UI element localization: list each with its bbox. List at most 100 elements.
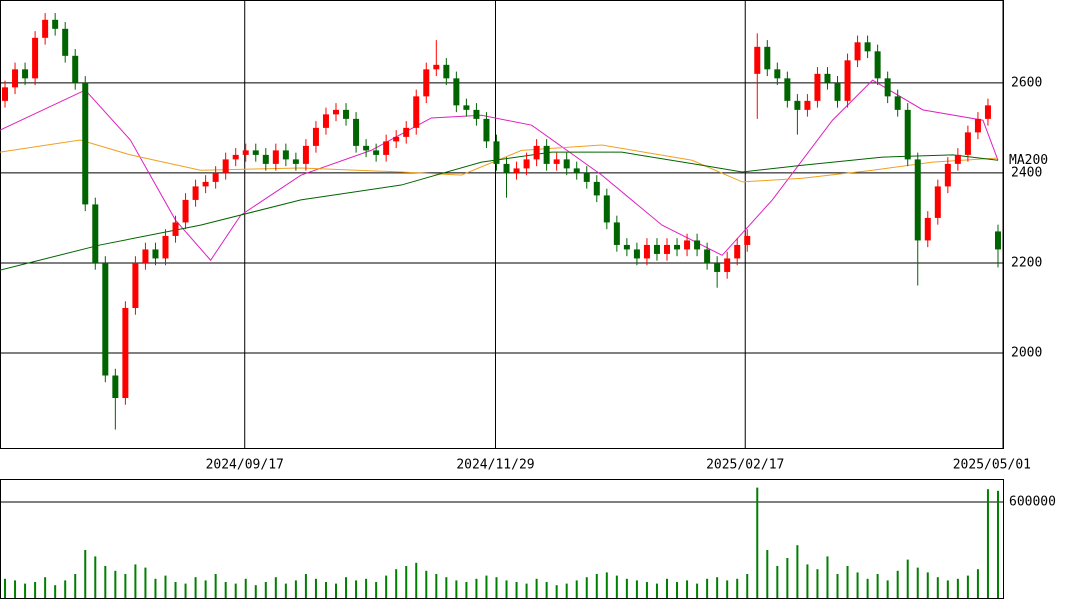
candle-body: [272, 150, 279, 164]
candle-body: [884, 78, 891, 97]
volume-bar: [906, 559, 909, 598]
y-tick-label: 2600: [1011, 75, 1042, 90]
candle-body: [202, 181, 209, 187]
candle-body: [984, 105, 991, 119]
candle-body: [82, 82, 89, 205]
volume-bar: [435, 574, 438, 598]
candle-body: [523, 159, 530, 169]
volume-bar: [104, 566, 107, 598]
candle-body: [974, 118, 981, 133]
candle-body: [924, 217, 931, 241]
volume-bar: [946, 580, 949, 598]
candle-body: [864, 42, 871, 52]
volume-bar: [84, 550, 87, 598]
candle-body: [22, 69, 29, 79]
volume-bar: [625, 578, 628, 598]
candle-body: [543, 145, 550, 164]
candle-body: [774, 69, 781, 79]
price-frame: [0, 0, 1004, 449]
volume-bar: [455, 580, 458, 598]
candle-body: [42, 19, 49, 38]
candle-body: [132, 262, 139, 308]
candle-body: [904, 109, 911, 160]
candle-body: [333, 109, 340, 115]
volume-bar: [645, 582, 648, 598]
moving-average: [0, 151, 999, 271]
y-tick-label: 2000: [1011, 345, 1042, 360]
candle-body: [934, 186, 941, 218]
volume-bar: [615, 575, 618, 598]
volume-bar: [254, 585, 257, 598]
volume-bar: [836, 574, 839, 598]
x-tick-label: 2025/02/17: [706, 458, 784, 473]
volume-bar: [846, 566, 849, 598]
candle-body: [553, 159, 560, 164]
volume-bar: [756, 487, 759, 598]
candle-body: [292, 159, 299, 164]
candle-body: [744, 235, 751, 245]
volume-bar: [44, 577, 47, 598]
candle-body: [122, 307, 129, 399]
volume-bar: [345, 577, 348, 598]
volume-bar: [405, 566, 408, 598]
volume-bar: [856, 572, 859, 598]
candle-body: [182, 199, 189, 223]
volume-bar: [194, 577, 197, 598]
candle-body: [102, 262, 109, 376]
candle-body: [944, 163, 951, 187]
moving-average: [0, 79, 999, 262]
candle-body: [212, 172, 219, 182]
candle-body: [252, 150, 259, 155]
candle-body: [804, 100, 811, 110]
volume-bar: [535, 578, 538, 598]
candle-body: [433, 64, 440, 70]
candle-body: [423, 69, 430, 97]
candle-body: [413, 96, 420, 128]
candle-body: [383, 141, 390, 155]
candle-body: [172, 222, 179, 236]
volume-bar: [264, 582, 267, 598]
volume-bar: [234, 583, 237, 598]
volume-bar: [14, 580, 17, 598]
candle-body: [714, 262, 721, 272]
candle-body: [573, 168, 580, 173]
candle-body: [493, 141, 500, 164]
volume-bar: [886, 580, 889, 598]
candle-body: [704, 249, 711, 263]
volume-bar: [164, 575, 167, 598]
volume-bar: [545, 582, 548, 598]
volume-bar: [324, 582, 327, 598]
candle-body: [343, 109, 350, 119]
volume-bar: [395, 569, 398, 598]
volume-bar: [525, 583, 528, 598]
volume-bar: [174, 582, 177, 598]
candle-body: [222, 159, 229, 173]
candle-body: [453, 78, 460, 106]
candle-body: [312, 127, 319, 146]
volume-bar: [335, 583, 338, 598]
candle-body: [373, 150, 380, 155]
volume-bar: [665, 578, 668, 598]
volume-bar: [996, 490, 999, 598]
volume-bar: [134, 564, 137, 598]
volume-bar: [926, 572, 929, 598]
volume-bar: [766, 550, 769, 598]
volume-bar: [204, 580, 207, 598]
volume-bar: [976, 569, 979, 598]
volume-bar: [786, 558, 789, 598]
volume-bar: [415, 562, 418, 598]
volume-bar: [304, 574, 307, 598]
candle-body: [533, 145, 540, 160]
volume-bar: [124, 574, 127, 598]
volume-bar: [224, 582, 227, 598]
volume-bar: [655, 583, 658, 598]
candle-body: [152, 249, 159, 259]
volume-bar: [686, 580, 689, 598]
volume-bar: [816, 569, 819, 598]
volume-bar: [485, 575, 488, 598]
candle-body: [262, 154, 269, 164]
candle-body: [694, 240, 701, 250]
candle-body: [443, 64, 450, 79]
candle-body: [874, 51, 881, 79]
volume-bar: [936, 577, 939, 598]
